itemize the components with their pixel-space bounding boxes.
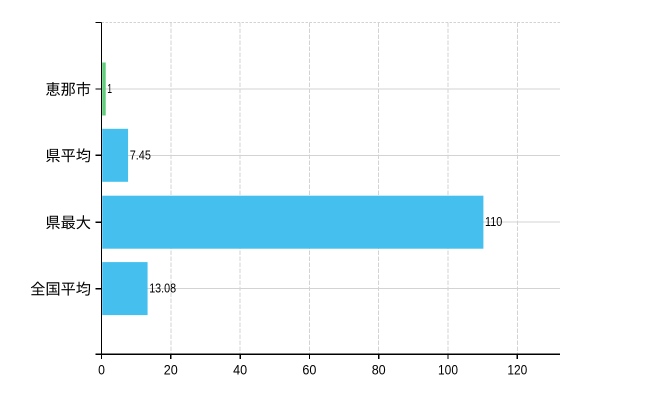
svg-text:13.08: 13.08 — [149, 281, 176, 296]
svg-text:7.45: 7.45 — [130, 147, 151, 162]
svg-text:110: 110 — [485, 214, 502, 229]
svg-text:1: 1 — [107, 81, 112, 96]
svg-text:0: 0 — [98, 362, 105, 378]
svg-text:40: 40 — [233, 362, 247, 378]
svg-text:100: 100 — [438, 362, 458, 378]
svg-text:120: 120 — [507, 362, 527, 378]
svg-text:60: 60 — [302, 362, 316, 378]
svg-text:20: 20 — [164, 362, 178, 378]
svg-text:80: 80 — [372, 362, 386, 378]
